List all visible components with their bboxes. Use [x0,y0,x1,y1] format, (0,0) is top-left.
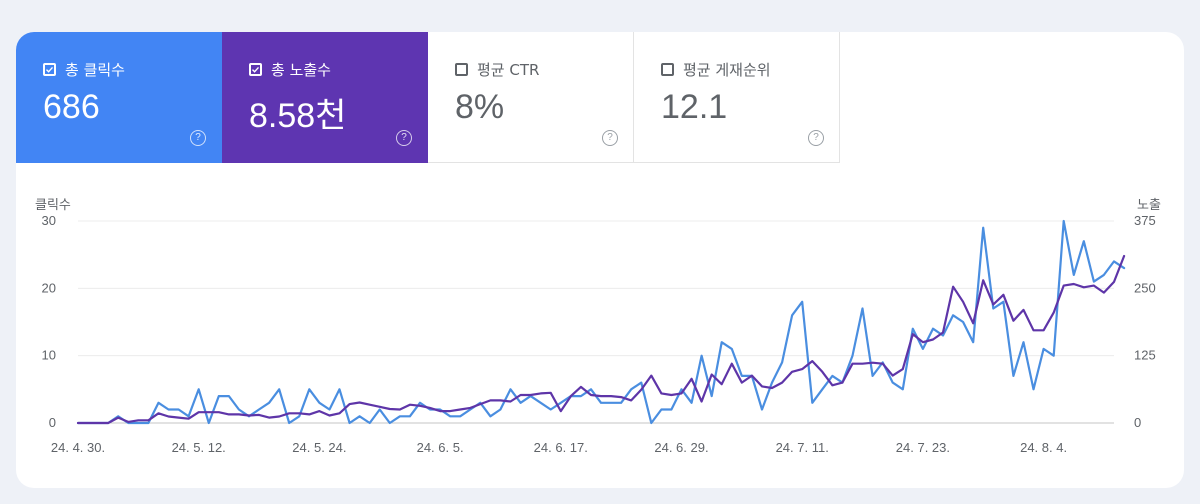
metric-label: 평균 CTR [477,61,540,79]
performance-card: 총 클릭수 686 ? 총 노출수 8.58천 ? 평균 CTR 8% ? [16,32,1184,488]
x-tick-label: 24. 6. 5. [417,440,464,455]
checkbox-unchecked-icon[interactable] [455,63,468,76]
metric-total-impressions[interactable]: 총 노출수 8.58천 ? [222,32,428,163]
metric-value: 8.58천 [249,97,347,135]
metric-value: 8% [455,88,505,126]
line-chart: 0 10 20 30 0 125 250 375 24. 4. 30. 24. 5. 12. 24.… [42,213,1156,455]
x-tick-label: 24. 7. 11. [776,440,829,455]
metric-label: 평균 게재순위 [683,61,771,79]
y-right-tick-label: 0 [1134,415,1141,430]
metric-average-position[interactable]: 평균 게재순위 12.1 ? [634,32,840,163]
impressions-series-line [76,254,1126,425]
metric-value: 686 [43,88,100,126]
y-left-tick-label: 0 [49,415,56,430]
x-tick-label: 24. 8. 4. [1020,440,1067,455]
checkbox-unchecked-icon[interactable] [661,63,674,76]
y-axis-left-title: 클릭수 [35,198,71,213]
metric-value: 12.1 [661,88,728,126]
help-icon[interactable]: ? [396,130,412,146]
x-tick-label: 24. 6. 17. [534,440,588,455]
y-right-tick-label: 125 [1134,348,1156,363]
checkbox-checked-icon[interactable] [43,63,56,76]
y-axis-right-title: 노출 [1137,198,1161,213]
y-right-tick-label: 375 [1134,213,1156,228]
metric-average-ctr[interactable]: 평균 CTR 8% ? [428,32,634,163]
y-left-tick-label: 10 [42,348,56,363]
checkbox-checked-icon[interactable] [249,63,262,76]
help-icon[interactable]: ? [190,130,206,146]
performance-chart: 클릭수 노출 0 10 20 30 0 125 250 375 24. 4. 30. 24. 5.… [16,182,1184,482]
y-right-tick-label: 250 [1134,280,1156,295]
clicks-series-line [76,219,1126,425]
x-tick-label: 24. 5. 24. [292,440,346,455]
help-icon[interactable]: ? [808,130,824,146]
y-left-tick-label: 20 [42,280,56,295]
x-tick-label: 24. 6. 29. [654,440,708,455]
metric-total-clicks[interactable]: 총 클릭수 686 ? [16,32,222,163]
metric-tabs: 총 클릭수 686 ? 총 노출수 8.58천 ? 평균 CTR 8% ? [16,32,840,164]
x-tick-label: 24. 7. 23. [896,440,950,455]
metric-label: 총 클릭수 [65,61,125,79]
x-tick-label: 24. 4. 30. [51,440,105,455]
x-tick-label: 24. 5. 12. [172,440,226,455]
metric-label: 총 노출수 [271,61,331,79]
y-left-tick-label: 30 [42,213,56,228]
help-icon[interactable]: ? [602,130,618,146]
